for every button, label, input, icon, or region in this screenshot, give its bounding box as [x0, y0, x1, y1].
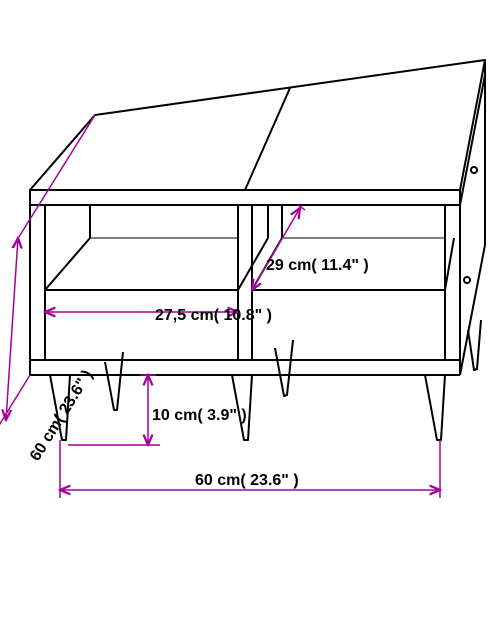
dim-leg: 10 cm( 3.9" )	[152, 407, 247, 424]
dimension-labels: 29 cm( 11.4" ) 27,5 cm( 10.8" ) 10 cm( 3…	[27, 257, 369, 489]
furniture-diagram: 29 cm( 11.4" ) 27,5 cm( 10.8" ) 10 cm( 3…	[0, 0, 500, 641]
dim-front: 60 cm( 23.6" )	[195, 472, 299, 489]
dim-depth: 60 cm( 23.6" )	[27, 367, 96, 464]
dim-shelf-depth: 29 cm( 11.4" )	[266, 257, 369, 274]
table-outline	[30, 60, 485, 440]
dim-compartment: 27,5 cm( 10.8" )	[155, 307, 272, 324]
